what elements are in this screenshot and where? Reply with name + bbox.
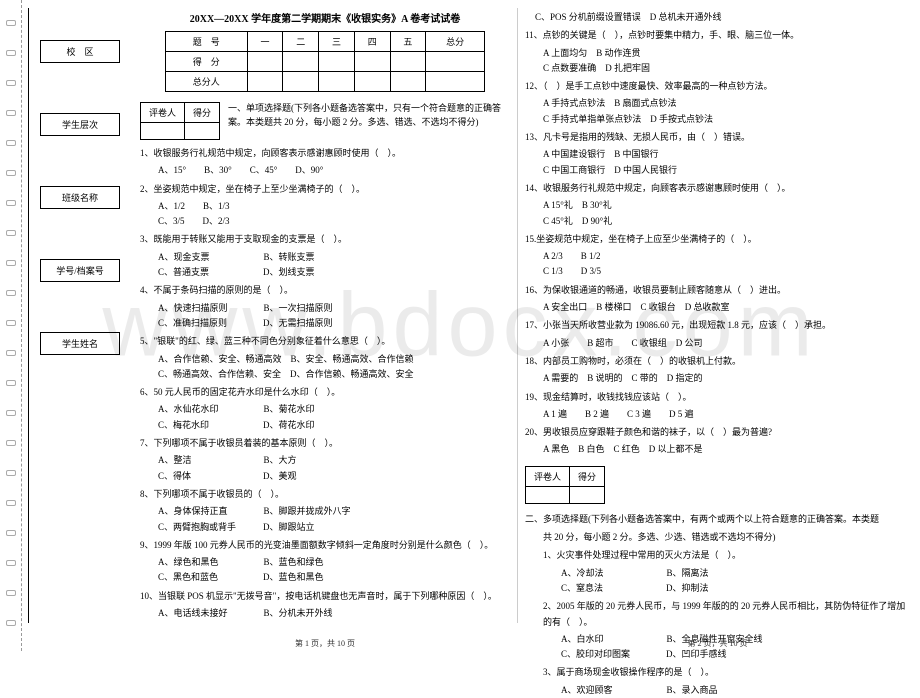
- s2-question-1: 1、火灾事件处理过程中常用的灭火方法是（ ）。: [525, 548, 910, 563]
- section-1-description: 一、单项选择题(下列各小题备选答案中，只有一个符合题意的正确答案。本类题共 20…: [228, 102, 510, 129]
- question-16-options: A 安全出口 B 楼梯口 C 收银台 D 总收款室: [525, 300, 910, 315]
- question-4-options: A、快速扫描原则 B、一次扫描原则 C、准确扫描原则 D、无需扫描原则: [140, 301, 510, 332]
- grade-reviewer: 评卷人: [141, 103, 185, 123]
- question-2: 2、坐姿规范中规定，坐在椅子上至少坐满椅子的（ ）。: [140, 182, 510, 197]
- question-20: 20、男收银员应穿跟鞋子颜色和谐的袜子，以（ ）最为普遍?: [525, 425, 910, 440]
- hdr-cell: 五: [390, 32, 426, 52]
- question-7-options: A、整洁 B、大方 C、得体 D、美观: [140, 453, 510, 484]
- question-17: 17、小张当天所收营业款为 19086.60 元，出现短款 1.8 元，应该（ …: [525, 318, 910, 333]
- hdr-cell: 一: [247, 32, 283, 52]
- s2-question-3: 3、属于商场现金收银操作程序的是（ ）。: [525, 665, 910, 680]
- page-footer-right: 第 2 页，共 10 页: [525, 638, 910, 649]
- question-8: 8、下列哪项不属于收银员的（ ）。: [140, 487, 510, 502]
- question-18-options: A 需要的 B 说明的 C 带的 D 指定的: [525, 371, 910, 386]
- grade-score: 得分: [570, 466, 605, 486]
- page-1-column: 20XX—20XX 学年度第二学期期末《收银实务》A 卷考试试卷 题 号 一 二…: [140, 10, 510, 621]
- question-20-options: A 黑色 B 白色 C 红色 D 以上都不是: [525, 442, 910, 457]
- question-3: 3、既能用于转账又能用于支取现金的支票是（ ）。: [140, 232, 510, 247]
- page-footer-left: 第 1 页，共 10 页: [140, 638, 510, 649]
- hdr-cell: 四: [354, 32, 390, 52]
- question-10-options: A、电话线未接好 B、分机未开外线: [140, 606, 510, 621]
- question-12-options: A 手持式点钞法 B 扇面式点钞法 C 手持式单指单张点钞法 D 手按式点钞法: [525, 96, 910, 127]
- question-11: 11、点钞的关键是（ ），点钞时要集中精力，手、眼、脑三位一体。: [525, 28, 910, 43]
- question-13: 13、凡卡号是指用的残缺、无损人民币，由（ ）错误。: [525, 130, 910, 145]
- hdr-cell: 得 分: [166, 52, 248, 72]
- question-10: 10、当银联 POS 机显示"无拨号音"，按电话机键盘也无声音时，属于下列哪种原…: [140, 589, 510, 604]
- section-2-description: 二、多项选择题(下列各小题备选答案中，有两个或两个以上符合题意的正确答案。本类题: [525, 512, 910, 527]
- question-4: 4、不属于条码扫描的原则的是（ ）。: [140, 283, 510, 298]
- question-10-options-cont: C、POS 分机前缀设置错误 D 总机未开通外线: [525, 10, 910, 25]
- hdr-cell: 总分: [426, 32, 485, 52]
- question-19: 19、现金结算时，收钱找钱应该站（ ）。: [525, 390, 910, 405]
- section-2-grade-table: 评卷人 得分: [525, 466, 605, 504]
- score-header-table: 题 号 一 二 三 四 五 总分 得 分 总分人: [165, 31, 485, 92]
- question-18: 18、内部员工购物时，必须在（ ）的收银机上付款。: [525, 354, 910, 369]
- question-2-options: A、1/2 B、1/3 C、3/5 D、2/3: [140, 199, 510, 230]
- question-1: 1、收银服务行礼规范中规定，向顾客表示感谢惠顾时使用（ ）。: [140, 146, 510, 161]
- question-15-options: A 2/3 B 1/2 C 1/3 D 3/5: [525, 249, 910, 280]
- page-2-column: C、POS 分机前缀设置错误 D 总机未开通外线 11、点钞的关键是（ ），点钞…: [525, 10, 910, 698]
- question-3-options: A、现金支票 B、转账支票 C、普通支票 D、划线支票: [140, 250, 510, 281]
- question-5-options: A、合作信赖、安全、畅通高效 B、安全、畅通高效、合作信赖 C、畅通高效、合作信…: [140, 352, 510, 383]
- question-12: 12、（ ）是手工点钞中速度最快、效率最高的一种点钞方法。: [525, 79, 910, 94]
- question-11-options: A 上面均匀 B 动作连贯 C 点数要准确 D 扎把牢固: [525, 46, 910, 77]
- side-field-class[interactable]: 班级名称: [40, 186, 120, 209]
- question-8-options: A、身体保持正直 B、脚跟并拢成外八字 C、两臂抱胸或背手 D、脚跟站立: [140, 504, 510, 535]
- exam-title: 20XX—20XX 学年度第二学期期末《收银实务》A 卷考试试卷: [140, 10, 510, 25]
- question-1-options: A、15° B、30° C、45° D、90°: [140, 163, 510, 178]
- hdr-cell: 二: [283, 32, 319, 52]
- side-field-name[interactable]: 学生姓名: [40, 332, 120, 355]
- question-16: 16、为保收银通道的畅通，收银员要制止顾客随意从（ ）进出。: [525, 283, 910, 298]
- question-7: 7、下列哪项不属于收银员着装的基本原则（ ）。: [140, 436, 510, 451]
- question-9: 9、1999 年版 100 元券人民币的光变油墨面额数字倾斜一定角度时分别是什么…: [140, 538, 510, 553]
- student-info-column: 校 区 学生层次 班级名称 学号/档案号 学生姓名: [40, 40, 120, 405]
- grade-score: 得分: [185, 103, 220, 123]
- s2-question-1-options: A、冷却法 B、隔离法 C、窒息法 D、抑制法: [525, 566, 910, 597]
- question-14: 14、收银服务行礼规范中规定，向顾客表示感谢惠顾时使用（ ）。: [525, 181, 910, 196]
- binding-edge: [2, 0, 22, 651]
- question-13-options: A 中国建设银行 B 中国银行 C 中国工商银行 D 中国人民银行: [525, 147, 910, 178]
- hdr-cell: 题 号: [166, 32, 248, 52]
- hdr-cell: 三: [319, 32, 355, 52]
- question-15: 15.坐姿规范中规定，坐在椅子上应至少坐满椅子的（ ）。: [525, 232, 910, 247]
- side-field-school[interactable]: 校 区: [40, 40, 120, 63]
- s2-question-2: 2、2005 年版的 20 元券人民币，与 1999 年版的的 20 元券人民币…: [525, 599, 910, 630]
- side-field-id[interactable]: 学号/档案号: [40, 259, 120, 282]
- column-divider: [517, 8, 518, 623]
- question-6-options: A、水仙花水印 B、菊花水印 C、梅花水印 D、荷花水印: [140, 402, 510, 433]
- question-6: 6、50 元人民币的固定花卉水印是什么水印（ ）。: [140, 385, 510, 400]
- question-9-options: A、绿色和黑色 B、蓝色和绿色 C、黑色和蓝色 D、蓝色和黑色: [140, 555, 510, 586]
- s2-question-3-options: A、欢迎顾客 B、录入商品: [525, 683, 910, 698]
- question-5: 5、"银联"的红、绿、蓝三种不同色分别象征着什么意思（ ）。: [140, 334, 510, 349]
- grade-reviewer: 评卷人: [526, 466, 570, 486]
- section-grade-table: 评卷人 得分: [140, 102, 220, 140]
- question-14-options: A 15°礼 B 30°礼 C 45°礼 D 90°礼: [525, 198, 910, 229]
- side-field-level[interactable]: 学生层次: [40, 113, 120, 136]
- question-19-options: A 1 遍 B 2 遍 C 3 遍 D 5 遍: [525, 407, 910, 422]
- question-17-options: A 小张 B 超市 C 收银组 D 公司: [525, 336, 910, 351]
- section-2-description-2: 共 20 分，每小题 2 分。多选、少选、错选或不选均不得分): [525, 530, 910, 545]
- hdr-cell: 总分人: [166, 72, 248, 92]
